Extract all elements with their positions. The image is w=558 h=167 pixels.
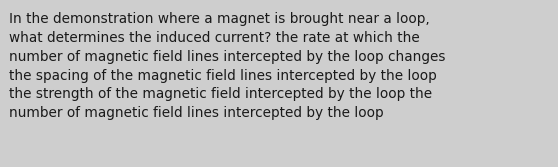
Text: In the demonstration where a magnet is brought near a loop,
what determines the : In the demonstration where a magnet is b… [9,12,445,120]
